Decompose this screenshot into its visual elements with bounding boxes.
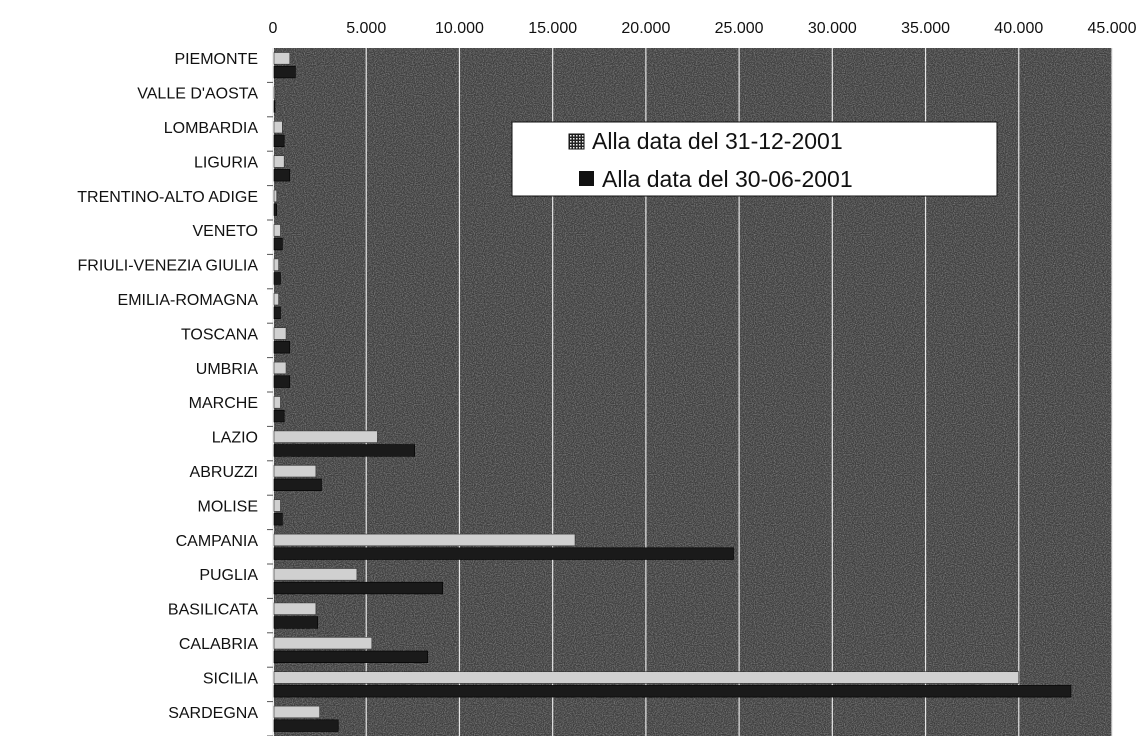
- legend-label-series-1: Alla data del 31-12-2001: [592, 128, 843, 154]
- x-tick-label: 20.000: [621, 20, 670, 37]
- bar-series-2: [273, 272, 281, 285]
- category-label: PIEMONTE: [174, 51, 258, 68]
- bar-series-1: [273, 533, 576, 547]
- bar-series-2: [273, 100, 276, 113]
- bar-series-2: [273, 581, 443, 595]
- category-label: FRIULI-VENEZIA GIULIA: [78, 258, 259, 275]
- bar-series-2: [273, 375, 291, 388]
- legend-swatch-series-2: [579, 171, 594, 186]
- bar-series-1: [273, 121, 283, 134]
- x-tick-label: 25.000: [715, 20, 764, 37]
- bar-series-1: [273, 293, 279, 306]
- category-label: TRENTINO-ALTO ADIGE: [77, 189, 258, 206]
- bar-series-1: [273, 396, 281, 409]
- category-label: SICILIA: [203, 670, 258, 687]
- x-tick-label: 30.000: [808, 20, 857, 37]
- x-tick-label: 40.000: [994, 20, 1043, 37]
- bar-series-1: [273, 602, 317, 615]
- x-tick-label: 35.000: [901, 20, 950, 37]
- x-tick-label: 10.000: [435, 20, 484, 37]
- bar-series-2: [273, 547, 734, 560]
- bar-series-2: [273, 169, 291, 182]
- legend: Alla data del 31-12-2001 Alla data del 3…: [511, 121, 998, 197]
- bar-series-1: [273, 671, 1020, 684]
- bar-series-2: [273, 444, 415, 457]
- bar-series-2: [273, 306, 281, 319]
- bars: [273, 52, 1072, 732]
- bar-series-1: [273, 155, 285, 168]
- x-tick-label: 0: [269, 20, 278, 37]
- bar-series-1: [273, 86, 276, 99]
- legend-label-series-2: Alla data del 30-06-2001: [602, 166, 853, 192]
- bar-series-2: [273, 65, 296, 79]
- category-label: LOMBARDIA: [164, 120, 259, 137]
- bar-series-1: [273, 430, 378, 443]
- bar-series-1: [273, 224, 281, 237]
- category-label: LIGURIA: [194, 154, 258, 171]
- category-label: TOSCANA: [181, 326, 258, 343]
- bar-series-2: [273, 685, 1072, 698]
- bar-series-2: [273, 237, 283, 251]
- category-label: MARCHE: [189, 395, 258, 412]
- category-label: ABRUZZI: [190, 464, 258, 481]
- x-tick-label: 45.000: [1088, 20, 1137, 37]
- category-label: EMILIA-ROMAGNA: [118, 292, 259, 309]
- x-tick-label: 15.000: [528, 20, 577, 37]
- bar-series-1: [273, 499, 281, 512]
- bar-series-1: [273, 568, 358, 581]
- category-labels: PIEMONTE VALLE D'AOSTA LOMBARDIA LIGURIA TRE…: [77, 51, 273, 736]
- x-axis-ticks: 0 5.000 10.000 15.000 20.000 25.000 30.000 35.0…: [269, 20, 1137, 37]
- bar-series-2: [273, 409, 285, 423]
- category-label: PUGLIA: [199, 567, 258, 584]
- bar-series-1: [273, 465, 317, 478]
- category-label: VALLE D'AOSTA: [137, 86, 258, 103]
- bar-series-2: [273, 203, 278, 216]
- bar-series-2: [273, 719, 339, 732]
- bar-series-1: [273, 189, 278, 203]
- bar-series-2: [273, 650, 429, 663]
- bar-series-1: [273, 52, 291, 65]
- category-label: CAMPANIA: [176, 533, 259, 550]
- category-label: VENETO: [193, 223, 259, 240]
- bar-series-2: [273, 513, 283, 526]
- bar-series-1: [273, 361, 287, 375]
- category-label: CALABRIA: [179, 636, 258, 653]
- category-label: BASILICATA: [168, 602, 258, 619]
- x-tick-label: 5.000: [346, 20, 386, 37]
- bar-series-1: [273, 327, 287, 340]
- category-label: UMBRIA: [196, 361, 259, 378]
- category-label: SARDEGNA: [168, 705, 258, 722]
- bar-series-2: [273, 134, 285, 147]
- bar-series-1: [273, 637, 373, 650]
- bar-series-1: [273, 258, 279, 271]
- bar-series-2: [273, 478, 322, 491]
- bar-series-1: [273, 705, 320, 719]
- category-label: MOLISE: [198, 498, 258, 515]
- category-label: LAZIO: [212, 430, 258, 447]
- legend-swatch-series-1: [568, 133, 585, 150]
- bar-series-2: [273, 616, 319, 629]
- bar-series-2: [273, 341, 291, 354]
